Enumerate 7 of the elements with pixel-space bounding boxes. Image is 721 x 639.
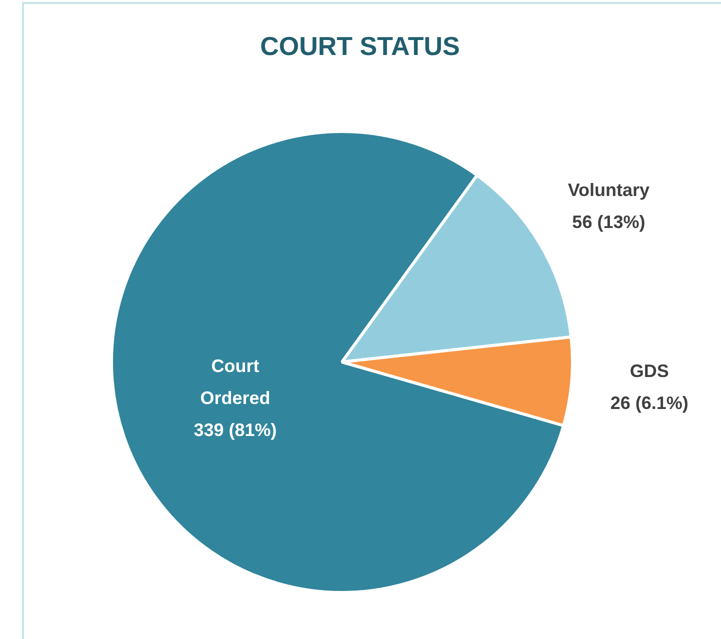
slice-label: Voluntary bbox=[568, 180, 650, 200]
data-label: 56 (13%) bbox=[572, 212, 646, 232]
chart-title: COURT STATUS bbox=[260, 31, 460, 62]
slice-label: Court Ordered bbox=[200, 356, 270, 408]
data-label: 339 (81%) bbox=[194, 420, 277, 440]
data-label: 26 (6.1%) bbox=[610, 393, 688, 414]
slice-label: GDS bbox=[630, 361, 669, 382]
